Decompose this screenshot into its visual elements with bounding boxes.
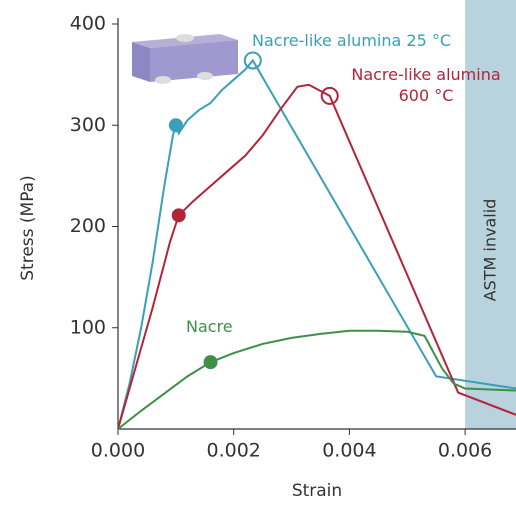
series-line xyxy=(117,58,516,430)
filled-point xyxy=(171,208,186,223)
invalid-region xyxy=(465,0,516,429)
filled-point xyxy=(168,118,183,133)
series-label: Nacre-like alumina 600 °C xyxy=(351,65,501,105)
series-label: Nacre-like alumina 25 °C xyxy=(252,31,451,50)
y-axis-label: Stress (MPa) xyxy=(18,175,38,281)
open-point xyxy=(320,86,339,105)
y-tick-label: 400 xyxy=(70,13,106,35)
x-axis-label: Strain xyxy=(292,481,342,501)
x-tick-label: 0.006 xyxy=(438,440,492,462)
x-tick-label: 0.000 xyxy=(91,440,145,462)
filled-point xyxy=(203,355,218,370)
x-tick-label: 0.002 xyxy=(206,440,260,462)
region-label: ASTM invalid xyxy=(481,199,500,302)
open-point xyxy=(243,51,262,70)
x-tick-label: 0.004 xyxy=(322,440,376,462)
y-tick-label: 300 xyxy=(70,114,106,136)
y-tick-label: 200 xyxy=(70,215,106,237)
series-label: Nacre xyxy=(186,317,233,336)
series-line xyxy=(117,329,516,430)
specimen-icon xyxy=(132,34,238,84)
series-line xyxy=(117,83,516,430)
y-tick-label: 100 xyxy=(70,316,106,338)
